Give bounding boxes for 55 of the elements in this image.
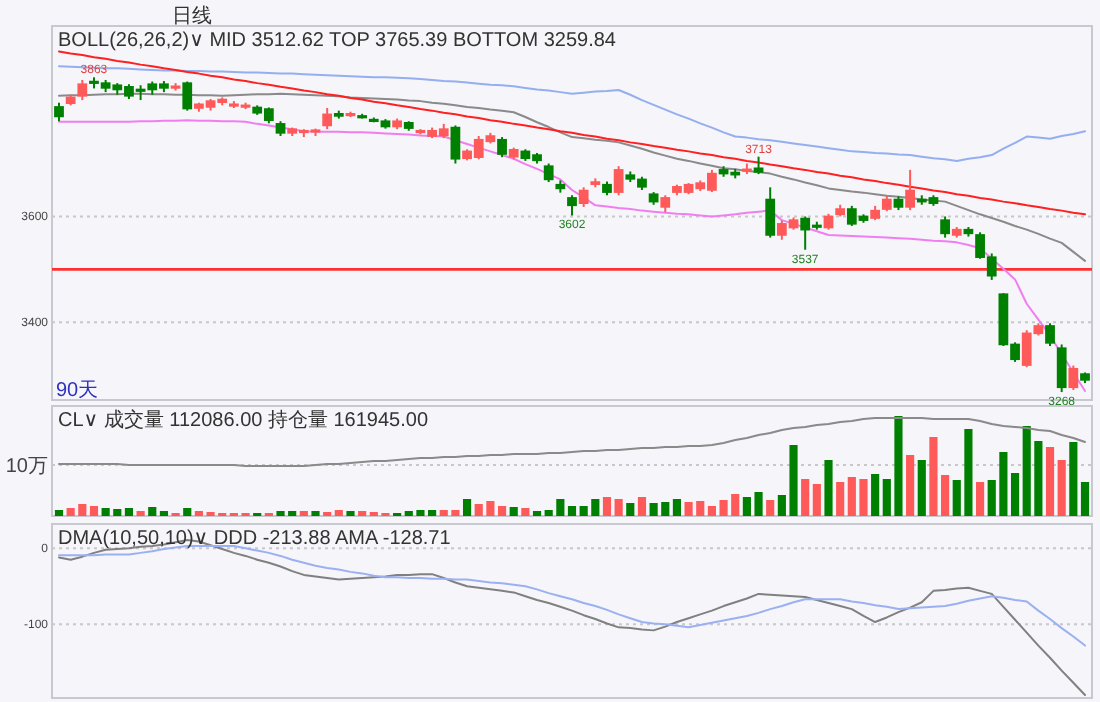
bar <box>497 506 507 516</box>
candlestick <box>543 162 554 184</box>
bar <box>614 499 623 516</box>
bar <box>1057 460 1066 516</box>
bar <box>334 510 343 516</box>
candlestick <box>940 215 950 239</box>
bar <box>124 508 134 516</box>
candlestick <box>1056 343 1067 394</box>
bar <box>626 503 635 516</box>
bar <box>567 506 577 516</box>
bar <box>766 500 775 516</box>
candlestick <box>1068 364 1079 391</box>
candlestick <box>450 124 461 165</box>
bar <box>521 508 530 516</box>
bar <box>462 499 472 516</box>
candlestick <box>765 186 776 239</box>
candlestick <box>322 106 333 131</box>
candlestick <box>497 136 507 159</box>
bar <box>917 460 926 516</box>
bar <box>824 460 833 516</box>
candlestick <box>77 78 88 102</box>
chart-title: BOLL(26,26,2)∨ MID 3512.62 TOP 3765.39 BOTTOM 3259.84 <box>58 30 617 52</box>
candlestick <box>905 168 915 212</box>
bar <box>975 482 985 516</box>
bar <box>871 474 880 516</box>
line-series <box>58 65 1086 162</box>
bar <box>801 479 810 516</box>
bar <box>637 497 647 516</box>
bar <box>1010 473 1020 516</box>
bar <box>183 508 192 516</box>
bar <box>54 510 64 516</box>
bar <box>836 482 845 516</box>
candlestick <box>182 80 193 112</box>
bar <box>1045 447 1055 516</box>
bar <box>1069 442 1078 516</box>
chart-title: CL∨ 成交量 112086.00 持仓量 161945.00 <box>58 408 429 432</box>
bar <box>672 499 682 516</box>
chart-title: DMA(10,50,10)∨ DDD -213.88 AMA -128.71 <box>58 528 452 550</box>
candlestick <box>613 165 624 197</box>
bar <box>89 506 99 516</box>
annotation: 日线 <box>172 4 212 28</box>
bar <box>509 507 518 516</box>
annotation: 90天 <box>56 380 99 402</box>
line-series <box>58 545 1086 647</box>
candlestick <box>54 101 64 123</box>
bar <box>602 497 612 516</box>
ref-line-label: 10万 <box>5 456 48 478</box>
candlestick <box>567 194 577 217</box>
bar <box>812 484 821 516</box>
candlestick <box>1045 322 1055 348</box>
candlestick <box>578 186 589 208</box>
bar <box>148 507 157 516</box>
bar <box>1080 482 1090 516</box>
bar <box>906 455 915 516</box>
line-series <box>58 50 1086 216</box>
